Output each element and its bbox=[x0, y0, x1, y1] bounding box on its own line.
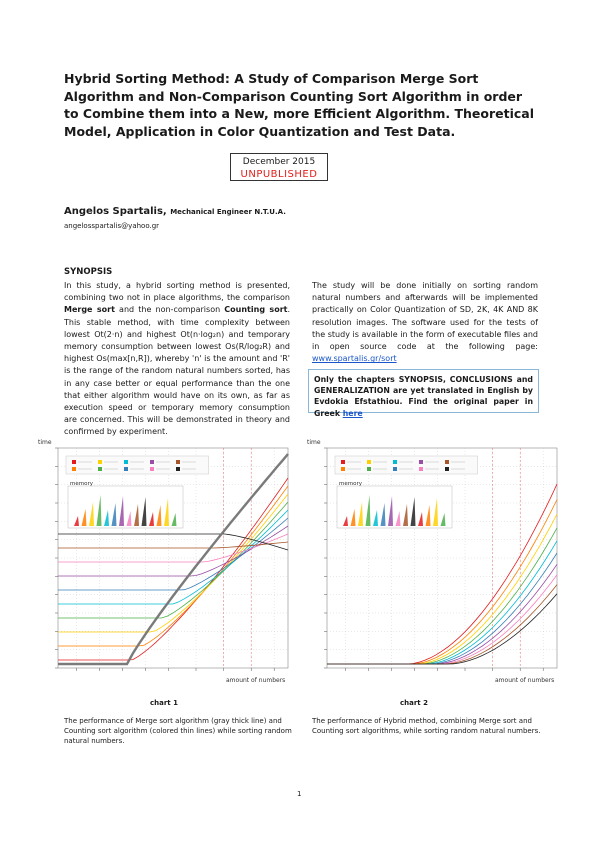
memory-bar bbox=[111, 503, 117, 526]
legend-swatch bbox=[98, 467, 102, 471]
legend-swatch bbox=[445, 460, 449, 464]
series-line bbox=[58, 493, 289, 633]
x-axis-label: amount of numbers bbox=[226, 677, 285, 684]
memory-bar bbox=[440, 513, 446, 526]
legend-swatch bbox=[419, 467, 423, 471]
synopsis-text: The study will be done initially on sort… bbox=[312, 281, 538, 352]
memory-bar bbox=[81, 509, 87, 526]
legend-swatch bbox=[341, 467, 345, 471]
synopsis-text: . This stable method, with time complexi… bbox=[64, 305, 291, 437]
memory-bar bbox=[119, 496, 124, 526]
memory-bar bbox=[126, 511, 132, 526]
memory-bar bbox=[425, 505, 431, 526]
legend-swatch bbox=[419, 460, 423, 464]
memory-bar bbox=[89, 502, 94, 526]
legend-box bbox=[334, 455, 478, 475]
memory-bar bbox=[388, 496, 393, 526]
counting-sort-term: Counting sort bbox=[224, 305, 288, 315]
memory-bar bbox=[96, 495, 102, 526]
memory-bar bbox=[141, 497, 147, 526]
status-text: UNPUBLISHED bbox=[240, 169, 318, 180]
website-link[interactable]: www.spartalis.gr/sort bbox=[312, 354, 397, 364]
memory-bar bbox=[433, 498, 438, 526]
memory-bar bbox=[373, 510, 378, 526]
legend-swatch bbox=[176, 467, 180, 471]
legend-swatch bbox=[367, 467, 371, 471]
y-axis-label: time bbox=[38, 439, 52, 446]
memory-inset bbox=[67, 485, 184, 529]
series-line bbox=[58, 509, 289, 605]
series-line bbox=[58, 501, 289, 619]
legend-swatch bbox=[393, 460, 397, 464]
memory-bar bbox=[365, 495, 371, 526]
x-axis-label: amount of numbers bbox=[495, 677, 554, 684]
series-line bbox=[58, 485, 289, 647]
author-name: Angelos Spartalis, bbox=[64, 206, 167, 217]
legend-swatch bbox=[150, 460, 154, 464]
legend-swatch bbox=[72, 467, 76, 471]
legend-swatch bbox=[393, 467, 397, 471]
legend-swatch bbox=[72, 460, 76, 464]
memory-bar bbox=[149, 512, 154, 526]
series-line bbox=[58, 525, 289, 577]
merge-sort-line bbox=[58, 453, 289, 666]
legend-box bbox=[65, 455, 209, 475]
legend-swatch bbox=[445, 467, 449, 471]
memory-bar bbox=[164, 498, 169, 526]
series-line bbox=[327, 593, 558, 665]
series-line bbox=[58, 533, 289, 563]
memory-bar bbox=[104, 510, 109, 526]
memory-bar bbox=[410, 497, 416, 526]
synopsis-heading: SYNOPSIS bbox=[64, 267, 113, 277]
greek-paper-link[interactable]: here bbox=[342, 408, 363, 418]
legend-swatch bbox=[124, 460, 128, 464]
author-line: Angelos Spartalis, Mechanical Engineer N… bbox=[64, 206, 286, 217]
memory-bar bbox=[395, 511, 401, 526]
series-line bbox=[58, 533, 289, 551]
memory-bar bbox=[74, 516, 79, 526]
merge-sort-term: Merge sort bbox=[64, 305, 115, 315]
chart-2-caption: The performance of Hybrid method, combin… bbox=[312, 717, 541, 735]
chart-2-figure: time amount of numbers memory bbox=[305, 436, 567, 706]
legend-swatch bbox=[176, 460, 180, 464]
synopsis-paragraph-1: In this study, a hybrid sorting method i… bbox=[64, 280, 290, 439]
memory-label: memory bbox=[70, 481, 94, 487]
chart-1-label: chart 1 bbox=[150, 699, 178, 707]
memory-bar bbox=[134, 504, 139, 526]
legend-swatch bbox=[98, 460, 102, 464]
synopsis-text: and the non-comparison bbox=[114, 305, 225, 315]
author-role: Mechanical Engineer N.T.U.A. bbox=[170, 208, 286, 216]
chart-1-figure: time amount of numbers memory bbox=[36, 436, 298, 706]
chart-1-caption: The performance of Merge sort algorithm … bbox=[64, 717, 292, 745]
note-text: Only the chapters SYNOPSIS, CONCLUSIONS … bbox=[314, 375, 533, 418]
translation-note-box: Only the chapters SYNOPSIS, CONCLUSIONS … bbox=[308, 369, 539, 418]
page-number: 1 bbox=[297, 790, 302, 798]
synopsis-paragraph-2: The study will be done initially on sort… bbox=[312, 280, 538, 365]
memory-bar bbox=[350, 509, 356, 526]
paper-title: Hybrid Sorting Method: A Study of Compar… bbox=[64, 71, 535, 139]
author-email: angelosspartalis@yahoo.gr bbox=[64, 222, 160, 230]
memory-inset bbox=[336, 485, 453, 529]
memory-bar bbox=[403, 504, 408, 526]
series-line bbox=[58, 541, 289, 549]
legend-swatch bbox=[124, 467, 128, 471]
synopsis-text: In this study, a hybrid sorting method i… bbox=[64, 281, 290, 303]
legend-swatch bbox=[367, 460, 371, 464]
series-line bbox=[58, 477, 289, 661]
legend-swatch bbox=[150, 467, 154, 471]
memory-label: memory bbox=[339, 481, 363, 487]
memory-bar bbox=[380, 503, 386, 526]
memory-bar bbox=[418, 512, 423, 526]
legend-swatch bbox=[341, 460, 345, 464]
y-axis-label: time bbox=[307, 439, 321, 446]
date-status-box: December 2015 UNPUBLISHED bbox=[230, 153, 328, 181]
chart-2-label: chart 2 bbox=[400, 699, 428, 707]
memory-bar bbox=[358, 502, 363, 526]
memory-bar bbox=[171, 513, 177, 526]
date-text: December 2015 bbox=[242, 157, 316, 167]
memory-bar bbox=[156, 505, 162, 526]
memory-bar bbox=[343, 516, 348, 526]
